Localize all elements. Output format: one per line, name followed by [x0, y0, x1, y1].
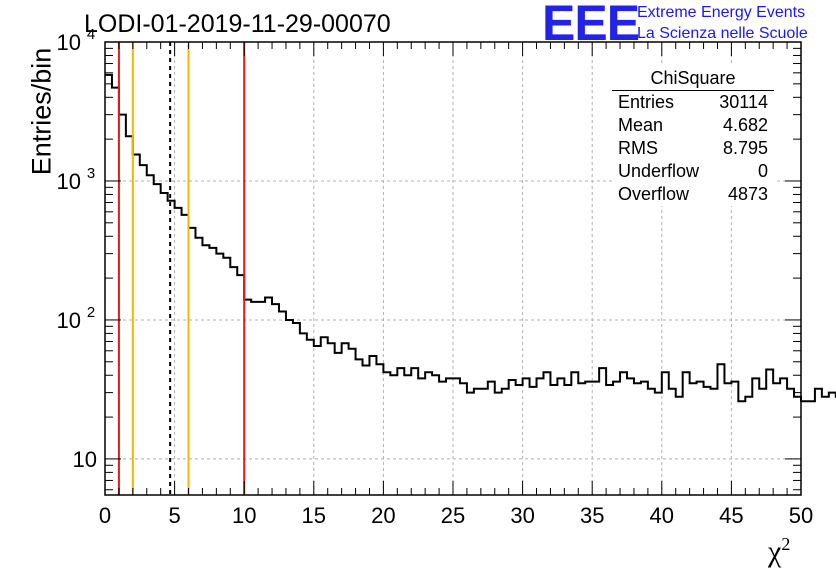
- stats-row: Mean 4.682: [612, 114, 774, 137]
- y-tick-label-exponent: 3: [87, 165, 95, 182]
- stats-label: Entries: [618, 92, 675, 112]
- y-tick-label: 10: [73, 447, 97, 472]
- x-axis-label-exponent: 2: [781, 534, 791, 554]
- logo-text-line1: Extreme Energy Events: [637, 4, 806, 21]
- x-tick-label: 40: [650, 503, 674, 528]
- y-axis-label: Entries/bin: [26, 47, 57, 176]
- x-tick-label: 35: [580, 503, 604, 528]
- y-tick-label: 10: [57, 30, 81, 55]
- stats-label: Overflow: [618, 184, 690, 204]
- stats-label: Mean: [618, 115, 664, 135]
- x-tick-label: 30: [510, 503, 534, 528]
- x-tick-label: 15: [302, 503, 326, 528]
- x-tick-label: 50: [789, 503, 813, 528]
- stats-value: 0: [757, 161, 768, 181]
- x-tick-label: 20: [371, 503, 395, 528]
- stats-box: ChiSquare Entries 30114 Mean 4.682 RMS 8.79…: [612, 66, 774, 206]
- stats-row: RMS 8.795: [612, 137, 774, 160]
- stats-value: 4873: [727, 184, 768, 204]
- logo-text-line2: La Scienza nelle Scuole: [637, 25, 808, 42]
- x-tick-label: 10: [232, 503, 256, 528]
- stats-value: 30114: [719, 92, 768, 112]
- stats-value: 8.795: [722, 138, 768, 158]
- y-tick-label: 10: [57, 169, 81, 194]
- stats-row: Underflow 0: [612, 160, 774, 183]
- y-tick-label-exponent: 2: [87, 304, 95, 321]
- histogram-line: [105, 73, 836, 403]
- x-tick-label: 0: [99, 503, 111, 528]
- stats-title: ChiSquare: [612, 66, 774, 91]
- x-axis-label-symbol: χ: [768, 535, 782, 568]
- y-tick-label: 10: [57, 308, 81, 333]
- x-tick-label: 5: [168, 503, 180, 528]
- stats-label: RMS: [618, 138, 658, 158]
- stats-label: Underflow: [618, 161, 700, 181]
- y-tick-label-exponent: 4: [87, 26, 95, 43]
- x-tick-label: 45: [719, 503, 743, 528]
- eee-logo: EEE: [542, 0, 640, 51]
- x-axis-label: χ2: [768, 534, 790, 569]
- stats-row: Overflow 4873: [612, 183, 774, 206]
- stats-value: 4.682: [722, 115, 768, 135]
- x-tick-label: 25: [441, 503, 465, 528]
- stats-row: Entries 30114: [612, 91, 774, 114]
- page-title: LODI-01-2019-11-29-00070: [84, 10, 391, 38]
